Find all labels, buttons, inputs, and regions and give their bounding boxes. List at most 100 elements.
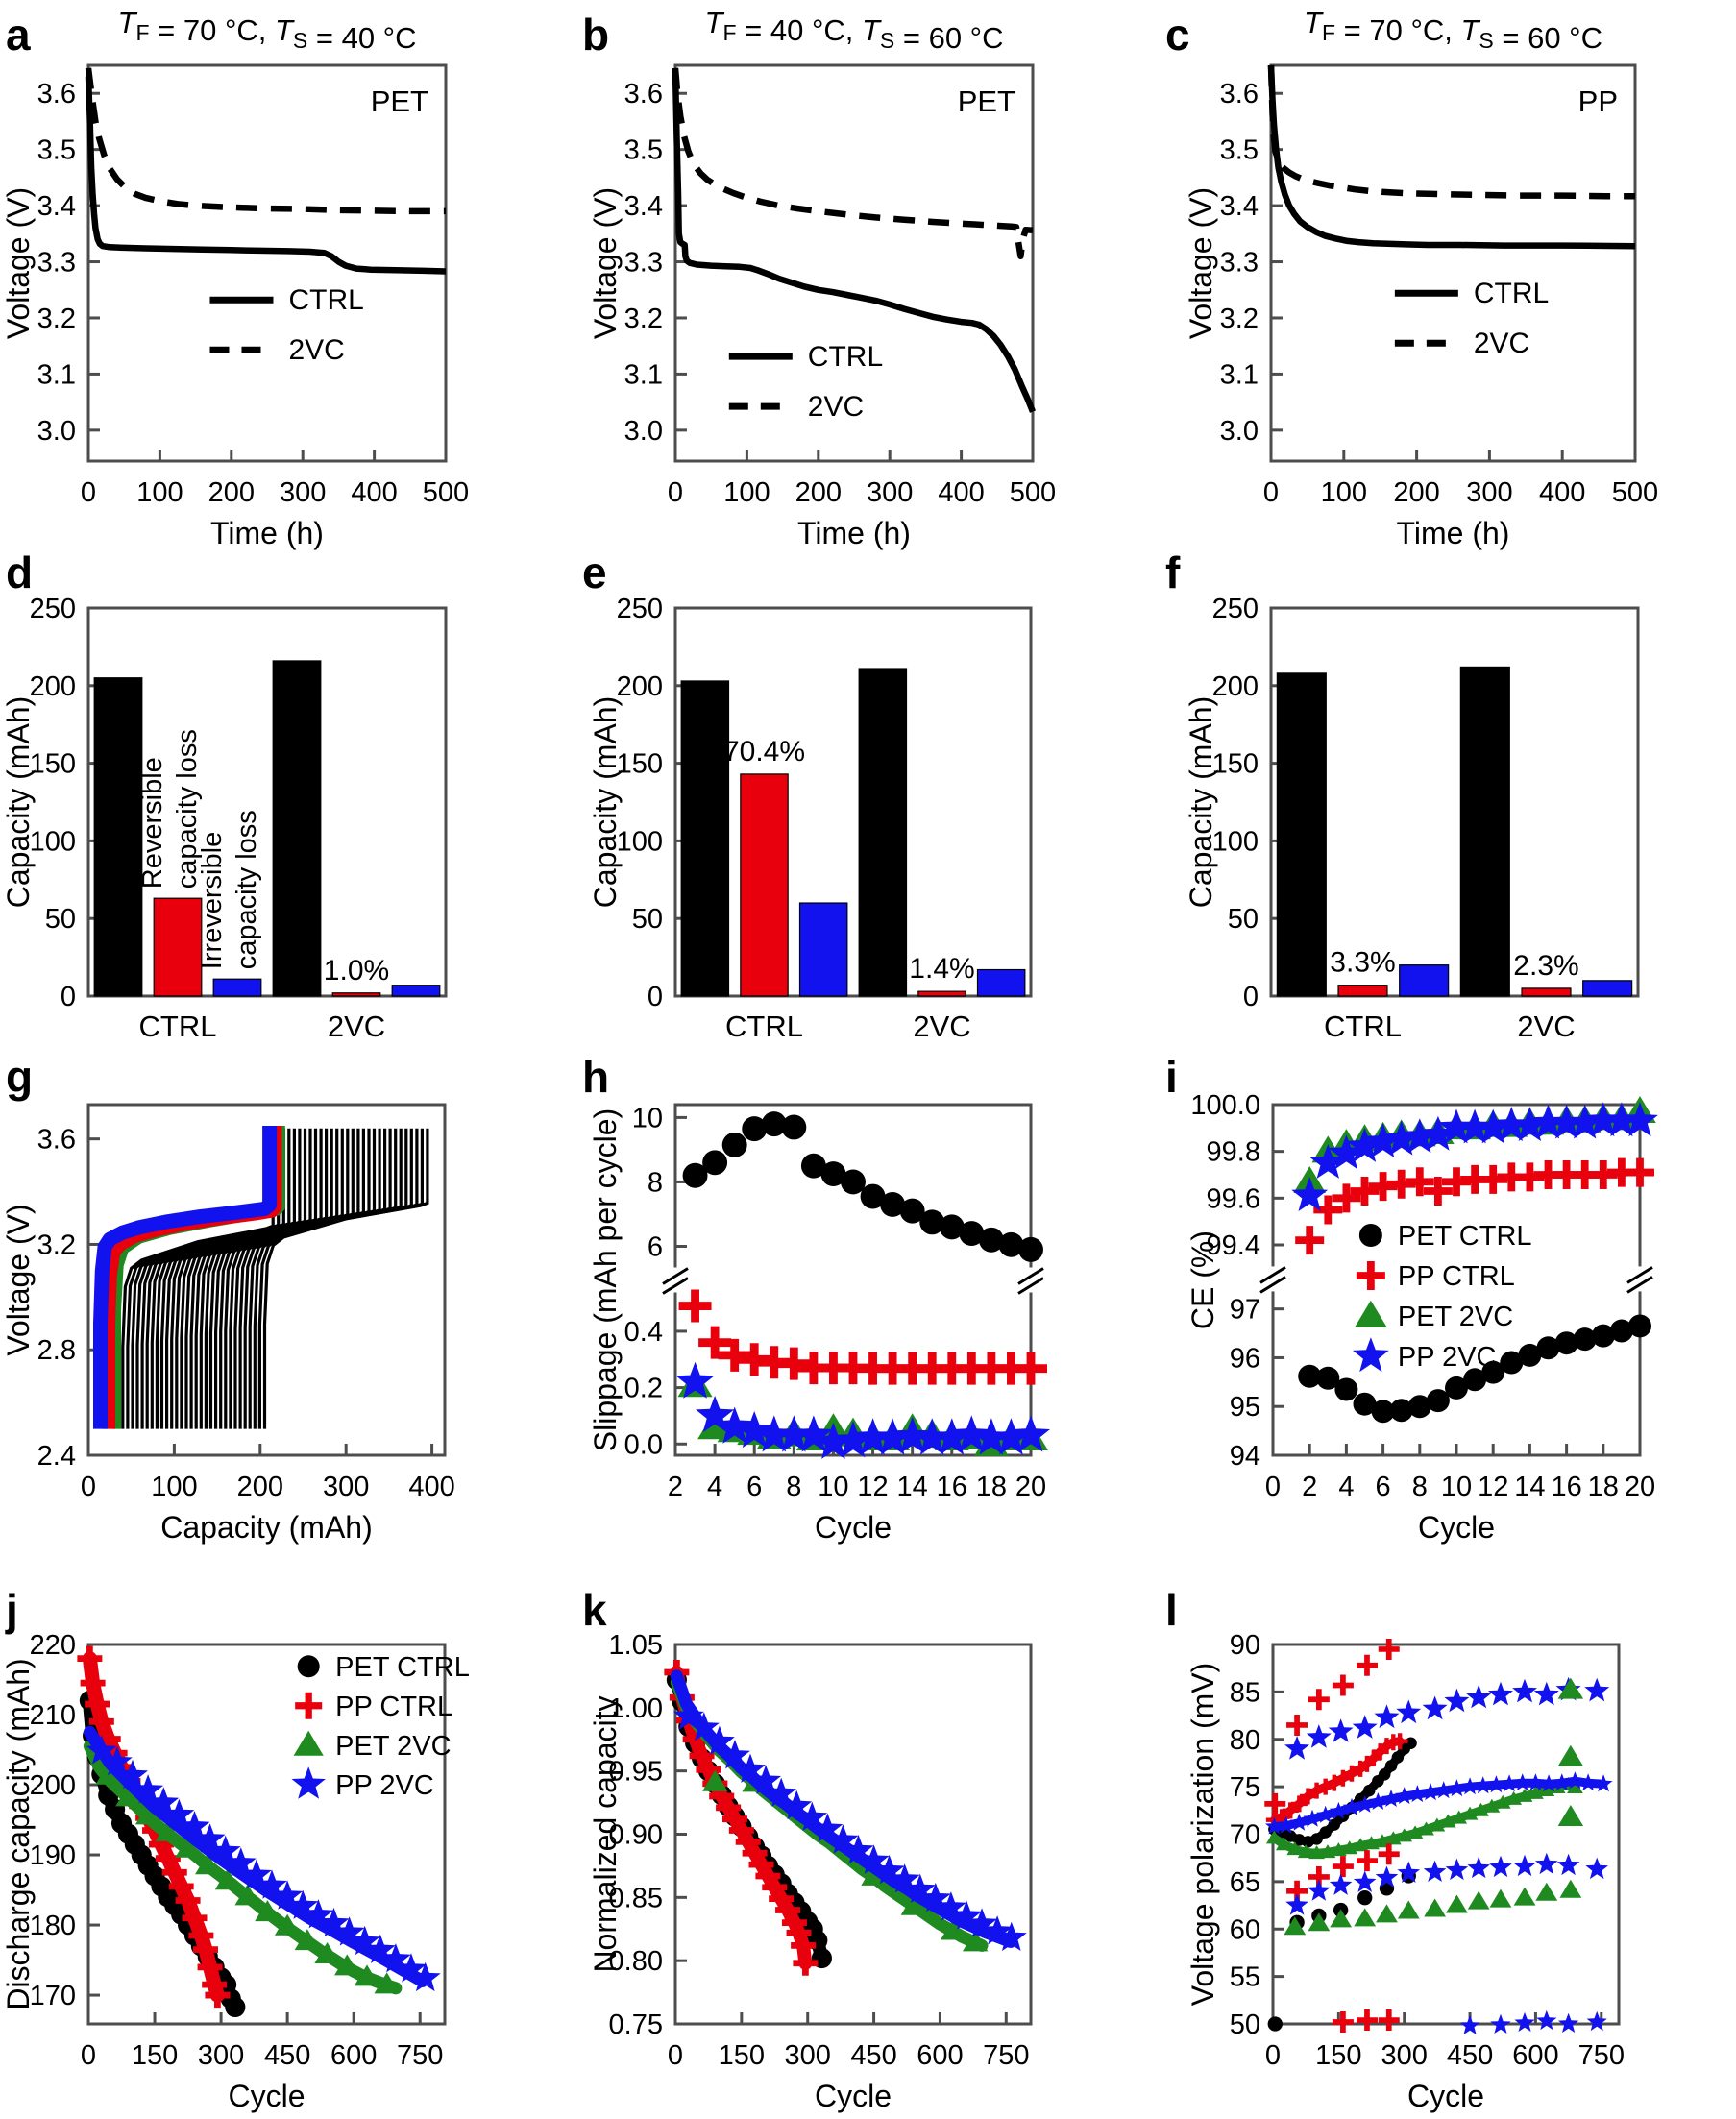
star-marker (1475, 1108, 1512, 1144)
circle-marker (800, 1153, 826, 1179)
plot-frame (673, 1103, 1033, 1457)
series-PP CTRL upper (1264, 1638, 1400, 1815)
y-tick-label: 85 (1230, 1677, 1260, 1708)
triangle-marker (962, 1930, 989, 1952)
panel-e: e 0 50 100 150 200 250 Capacity (mAh) 70.4% 1.4% C… (576, 538, 1160, 1043)
panel-title: TF = 40 °C, TS = 60 °C (705, 6, 1004, 55)
plus-marker (698, 1326, 732, 1359)
plot-frame (86, 63, 448, 463)
star-marker (951, 1900, 982, 1930)
panel-j: j 170 180 190 200 210 220 0 150 300 450 600 750 Cycle… (0, 1575, 576, 2119)
y-tick-label: 200 (1212, 671, 1259, 702)
y-axis-title: Capacity (mAh) (588, 696, 623, 909)
y-tick-label: 200 (30, 1770, 76, 1801)
y-tick-label: 97 (1230, 1295, 1260, 1326)
circle-marker (1591, 1324, 1615, 1348)
star-marker (1603, 1102, 1640, 1137)
star-marker (380, 1943, 411, 1973)
star-marker (853, 1418, 892, 1455)
star-marker (675, 1361, 715, 1399)
circle-marker (1267, 2016, 1283, 2032)
triangle-marker (1265, 1830, 1283, 1844)
bar (917, 990, 966, 997)
circle-marker (1389, 1399, 1413, 1423)
star-marker (735, 1411, 774, 1449)
x-tick-label: 2 (668, 1472, 683, 1502)
circle-marker (1536, 1336, 1560, 1360)
panel-letter: i (1165, 1052, 1178, 1102)
star-marker (209, 1835, 241, 1864)
category-label: 2VC (1517, 1010, 1575, 1043)
star-marker (1407, 1785, 1427, 1803)
x-tick-label: 600 (917, 2040, 963, 2071)
legend-label: PET CTRL (1398, 1221, 1532, 1252)
plus-marker (1313, 1195, 1343, 1225)
y-tick-label: 94 (1230, 1441, 1260, 1472)
y-axis-title: Slippage (mAh per cycle) (588, 1108, 623, 1451)
plus-marker (85, 1692, 110, 1717)
triangle-marker (1557, 1804, 1584, 1826)
star-marker (1353, 1337, 1389, 1373)
triangle-marker (1483, 1798, 1501, 1813)
star-marker (1513, 1854, 1536, 1877)
plot-frame (673, 1643, 1033, 2026)
panel-b-chart: b TF = 40 °C, TS = 60 °CPET3.03.13.23.33.… (582, 6, 1056, 550)
star-marker (982, 1915, 1013, 1945)
y-tick-label: 1.00 (609, 1693, 663, 1724)
x-axis-title: Cycle (228, 2079, 305, 2113)
star-marker (904, 1873, 936, 1903)
triangle-marker (1424, 1898, 1447, 1917)
circle-marker (1445, 1376, 1468, 1400)
y-tick-label: 70 (1230, 1820, 1260, 1851)
plus-marker (1334, 1769, 1352, 1787)
star-marker (688, 1712, 720, 1741)
panel-letter: h (582, 1052, 609, 1102)
legend-label: 2VC (808, 391, 864, 423)
star-marker (952, 1415, 991, 1452)
bar (153, 897, 203, 997)
x-tick-label: 450 (1447, 2040, 1493, 2071)
triangle-marker (1297, 1844, 1314, 1859)
plot-frame (86, 1103, 447, 1457)
legend-label: PP 2VC (1398, 1342, 1497, 1373)
triangle-marker (255, 1900, 281, 1922)
star-marker (827, 1824, 859, 1854)
star-marker (1490, 2013, 1511, 2034)
y-tick-label: 3.2 (624, 304, 663, 334)
star-marker (1316, 1805, 1335, 1823)
y-tick-label: 150 (30, 749, 76, 780)
plus-marker (1423, 1177, 1453, 1206)
y-tick-label: 60 (1230, 1914, 1260, 1945)
triangle-marker (1557, 1677, 1584, 1699)
plus-marker (197, 1954, 223, 1980)
panel-a-chart: a TF = 70 °C, TS = 40 °CPET3.03.13.23.33.… (1, 6, 469, 550)
y-tick-label: 3.3 (37, 248, 76, 279)
plus-marker (1356, 1654, 1378, 1676)
triangle-marker (1467, 1890, 1490, 1910)
star-marker (913, 1418, 952, 1455)
plus-marker (1405, 1167, 1434, 1197)
star-marker (781, 1790, 813, 1820)
x-axis: 0 150 300 450 600 750 (81, 2012, 443, 2071)
star-marker (349, 1925, 380, 1956)
x-axis-title: Time (h) (797, 516, 911, 550)
star-marker (1566, 1104, 1603, 1139)
y-tick-label: 0.95 (609, 1757, 663, 1788)
star-marker (932, 1418, 971, 1455)
star-marker (1445, 1858, 1469, 1881)
x-tick-label: 0 (81, 477, 96, 508)
star-marker (1548, 1104, 1585, 1139)
plus-marker (188, 1923, 214, 1949)
y-tick-label: 99.8 (1207, 1137, 1260, 1168)
y-tick-label: 0.0 (624, 1429, 663, 1460)
plus-marker (1317, 1778, 1334, 1795)
star-marker (86, 1735, 117, 1765)
y-tick-label: 3.1 (1220, 359, 1259, 390)
star-marker (750, 1765, 781, 1794)
bar (1276, 672, 1327, 997)
triangle-marker (155, 1819, 182, 1841)
x-tick-label: 2 (1302, 1472, 1317, 1502)
bar (1337, 985, 1388, 997)
series-CTRL (672, 70, 1037, 413)
circle-marker (742, 1116, 768, 1142)
